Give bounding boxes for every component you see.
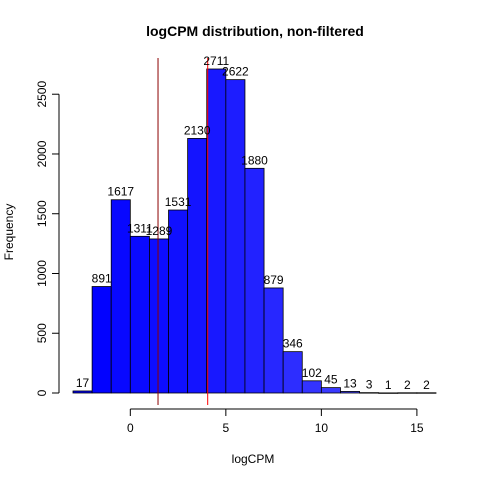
histogram-bar [73, 391, 92, 393]
y-tick-label: 500 [35, 323, 49, 343]
y-tick-label: 2500 [35, 81, 49, 108]
histogram-bar [149, 239, 168, 393]
histogram-bar [283, 352, 302, 393]
bar-value-label: 2130 [184, 123, 211, 137]
y-tick-label: 1500 [35, 200, 49, 227]
histogram-bar [360, 393, 379, 394]
bar-value-label: 879 [264, 273, 284, 287]
chart-title: logCPM distribution, non-filtered [146, 23, 364, 39]
bar-value-label: 1531 [165, 195, 192, 209]
histogram-bar [340, 391, 359, 393]
y-tick-label: 2000 [35, 140, 49, 167]
histogram-bar [417, 393, 436, 394]
bar-value-label: 2622 [222, 65, 249, 79]
histogram-bar [398, 393, 417, 394]
bar-value-label: 1617 [107, 185, 134, 199]
bar-value-label: 346 [283, 337, 303, 351]
histogram-bar [207, 69, 226, 393]
bar-value-label: 3 [366, 378, 373, 392]
y-tick-label: 1000 [35, 260, 49, 287]
bar-value-label: 2 [404, 378, 411, 392]
bar-value-label: 1880 [241, 153, 268, 167]
x-tick-label: 0 [127, 421, 134, 435]
histogram-bar [264, 288, 283, 393]
x-tick-label: 15 [410, 421, 424, 435]
bar-value-label: 1289 [146, 224, 173, 238]
y-axis: 0 500 1000 1500 2000 2500 [35, 81, 59, 397]
x-tick-label: 10 [315, 421, 329, 435]
histogram-bar [188, 138, 207, 393]
bar-value-label: 891 [92, 272, 112, 286]
bar-value-label: 102 [302, 366, 322, 380]
bar-value-label: 2 [423, 378, 430, 392]
y-tick-label: 0 [35, 389, 49, 396]
bar-value-label: 45 [324, 373, 338, 387]
histogram-bar [302, 381, 321, 393]
histogram-bar [379, 393, 398, 394]
histogram-bar [226, 80, 245, 393]
x-tick-label: 5 [222, 421, 229, 435]
histogram-bar [321, 388, 340, 393]
x-axis: 0 5 10 15 [127, 409, 424, 435]
bar-value-label: 13 [343, 376, 357, 390]
histogram-bar [245, 168, 264, 393]
x-axis-label: logCPM [232, 452, 275, 466]
bar-value-label: 1 [385, 378, 392, 392]
histogram-bar [92, 287, 111, 393]
y-axis-label: Frequency [2, 204, 16, 261]
histogram-bar [130, 236, 149, 393]
bar-value-label: 17 [76, 376, 90, 390]
